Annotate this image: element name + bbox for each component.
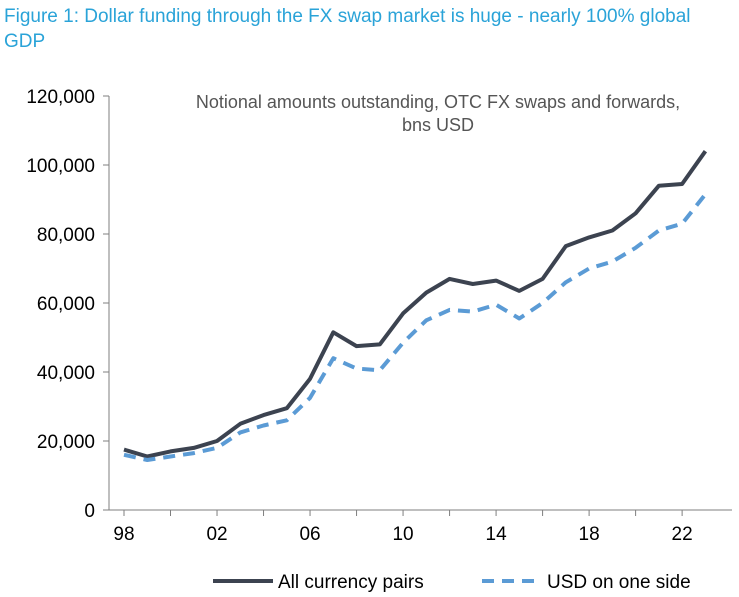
y-tick-label: 100,000 — [26, 156, 95, 177]
figure-title: Figure 1: Dollar funding through the FX … — [4, 6, 691, 52]
y-tick-label: 0 — [84, 501, 95, 522]
series-group — [123, 150, 708, 462]
series-line-usd-on-one-side — [123, 193, 707, 462]
series-line-all-currency-pairs — [123, 150, 708, 459]
x-tick-label: 14 — [486, 524, 508, 545]
x-tick-label: 02 — [206, 524, 227, 545]
y-tick-label: 20,000 — [37, 432, 95, 453]
x-tick-label: 10 — [392, 524, 413, 545]
legend-label-usd-on-one-side: USD on one side — [547, 572, 691, 593]
x-tick-label: 06 — [299, 524, 320, 545]
y-tick-label: 120,000 — [26, 87, 95, 108]
x-tick-label: 22 — [672, 524, 693, 545]
y-tick-label: 40,000 — [37, 363, 95, 384]
y-tick-label: 60,000 — [37, 294, 95, 315]
legend: All currency pairs USD on one side — [213, 572, 691, 593]
x-tick-label: 18 — [579, 524, 600, 545]
legend-label-all-currency-pairs: All currency pairs — [278, 572, 424, 593]
chart-subtitle-line-1: Notional amounts outstanding, OTC FX swa… — [196, 92, 680, 112]
y-tick-label: 80,000 — [37, 225, 95, 246]
axes: 0 20,000 40,000 60,000 80,000 100,000 120,000 9… — [26, 87, 732, 545]
chart-subtitle-line-2: bns USD — [402, 115, 474, 135]
x-tick-label: 98 — [113, 524, 134, 545]
